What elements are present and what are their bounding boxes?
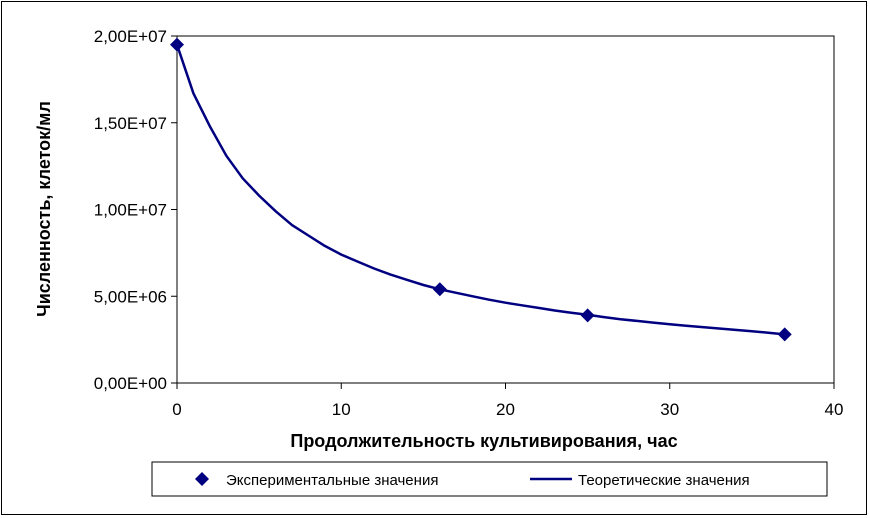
y-tick-label: 1,50E+07 [94,114,167,133]
legend: Экспериментальные значения Теоретические… [151,461,828,497]
experimental-point [580,308,595,323]
plot-area [176,35,835,384]
y-tick-label: 2,00E+07 [94,27,167,46]
y-axis-title: Численность, клеток/мл [34,101,54,317]
legend-diamond-marker [195,472,209,486]
experimental-point [432,282,447,297]
plot-border [176,35,835,384]
y-tick-label: 5,00E+06 [94,287,167,306]
x-tick-label: 0 [172,400,181,419]
legend-label-experimental: Экспериментальные значения [226,472,438,489]
experimental-point [777,327,792,342]
x-tick-label: 40 [825,400,844,419]
x-axis-title: Продолжительность культивирования, час [290,431,677,451]
y-tick-label: 1,00E+07 [94,201,167,220]
series-layer [170,37,792,342]
x-tick-label: 20 [496,400,515,419]
x-tick-label: 30 [660,400,679,419]
legend-box [151,461,828,497]
experimental-point [170,37,184,52]
theoretical-curve [175,44,785,336]
axes: 0 10 20 30 40 0,00E+00 5,00E+06 1,00E+07 1,50E+0… [94,27,844,419]
x-tick-label: 10 [332,400,351,419]
y-tick-label: 0,00E+00 [94,374,167,393]
legend-label-theoretical: Теоретические значения [578,472,750,489]
